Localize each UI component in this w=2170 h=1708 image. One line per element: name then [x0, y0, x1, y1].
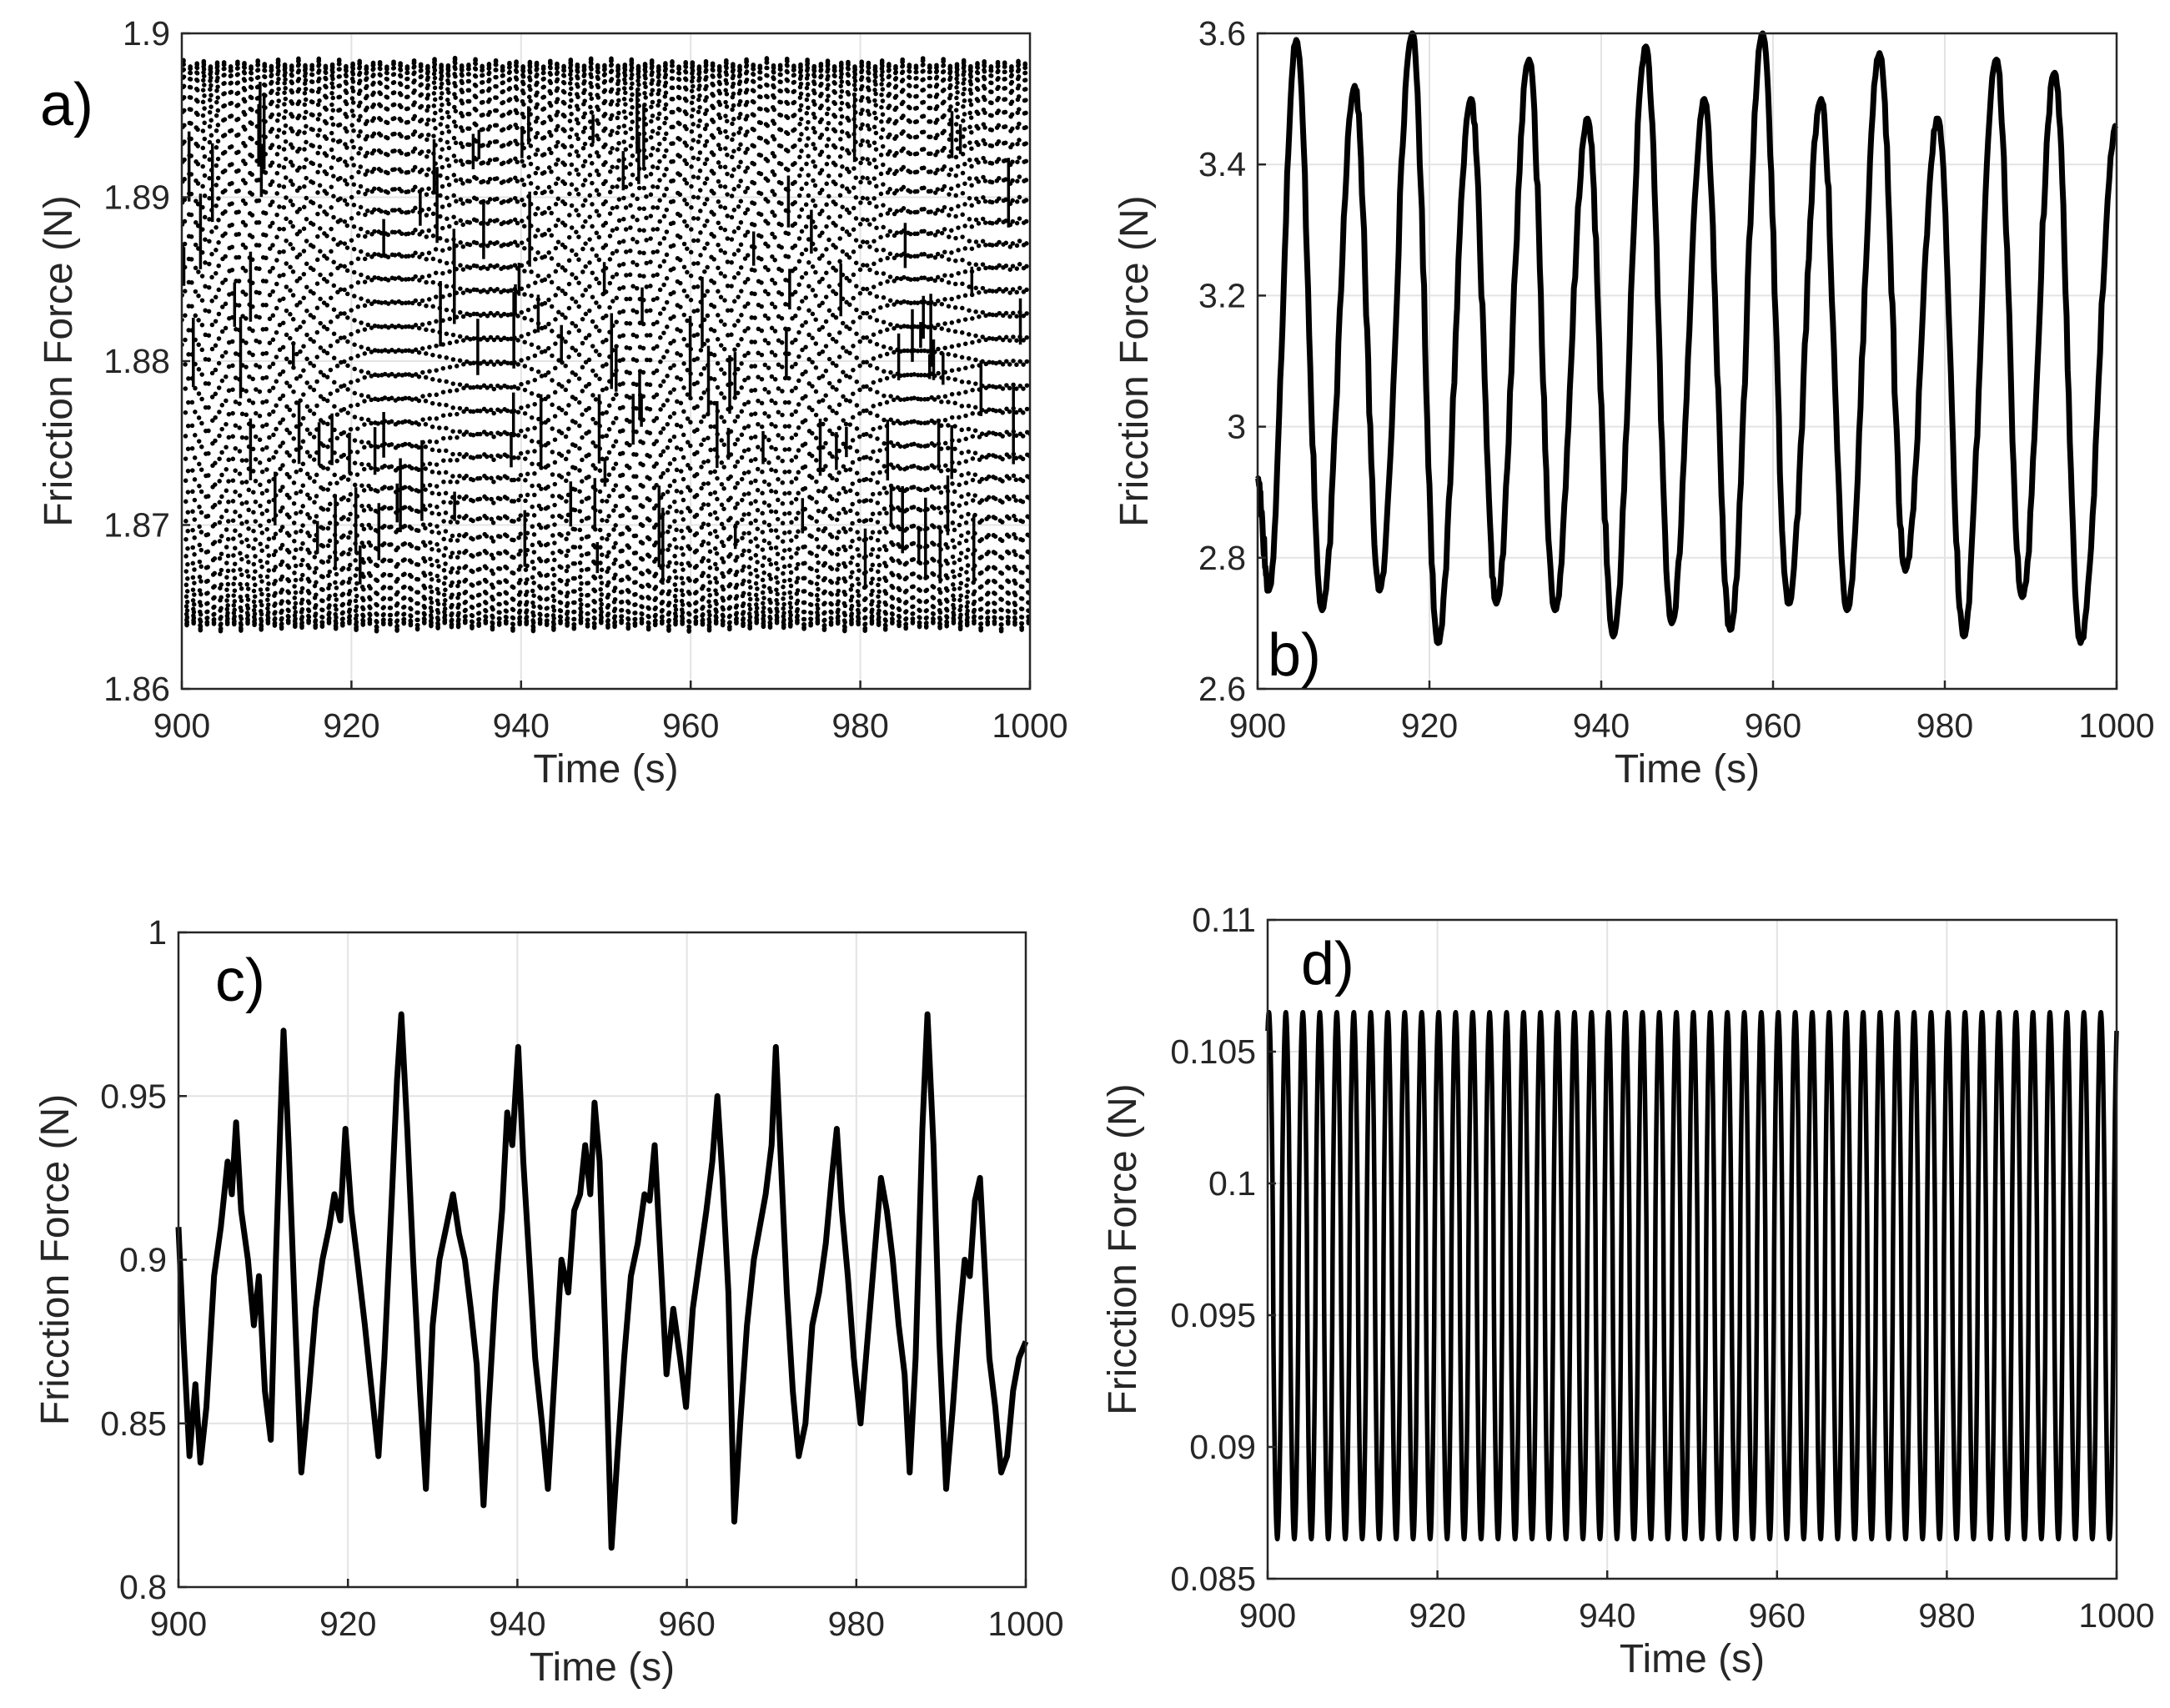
x-axis: 900 920 940 960 980 1000	[153, 681, 1068, 745]
x-tick-label: 960	[658, 1605, 715, 1643]
y-tick-label: 0.1	[1208, 1164, 1256, 1203]
y-tick-label: 0.095	[1170, 1296, 1256, 1334]
x-tick-label: 980	[1918, 1596, 1975, 1635]
x-tick-label: 1000	[992, 706, 1067, 745]
y-tick-label: 2.8	[1198, 539, 1246, 577]
x-tick-label: 900	[1229, 706, 1286, 745]
x-tick-label: 920	[319, 1605, 376, 1643]
series-line	[175, 1011, 1029, 1551]
panel-label: b)	[1268, 622, 1321, 689]
chart-panel-c: 900 920 940 960 980 1000 0.8 0.85 0.9 0.95 1 Time (…	[33, 913, 1064, 1690]
y-tick-label: 2.6	[1198, 670, 1246, 708]
series-d	[1265, 1009, 2119, 1542]
y-tick-label: 0.085	[1170, 1560, 1256, 1598]
x-tick-label: 900	[1239, 1596, 1296, 1635]
y-tick-label: 0.8	[119, 1568, 167, 1606]
y-tick-label: 3.2	[1198, 276, 1246, 314]
x-tick-label: 960	[1745, 706, 1801, 745]
y-tick-label: 0.85	[100, 1404, 167, 1443]
axes-frame	[1266, 918, 2118, 1580]
y-axis: 2.6 2.8 3 3.2 3.4 3.6	[1198, 14, 1266, 708]
x-axis: 900 920 940 960 980 1000	[1239, 1570, 2155, 1635]
x-tick-label: 900	[153, 706, 210, 745]
y-axis: 0.8 0.85 0.9 0.95 1	[100, 913, 187, 1606]
x-tick-label: 940	[1579, 1596, 1635, 1635]
y-axis-label: Fricction Force (N)	[1101, 1083, 1145, 1414]
panel-label: a)	[40, 72, 93, 138]
y-axis: 0.085 0.09 0.095 0.1 0.105 0.11	[1170, 901, 1276, 1598]
chart-panel-b: 900 920 940 960 980 1000 2.6 2.8 3 3.2 3.4 3.6 Time …	[1113, 14, 2155, 791]
grid	[1258, 33, 2117, 689]
y-axis-label: Fricction Force (N)	[1113, 195, 1157, 526]
x-tick-label: 900	[150, 1605, 207, 1643]
panel-label: c)	[215, 947, 265, 1014]
x-tick-label: 940	[493, 706, 550, 745]
series-line	[1255, 30, 2118, 646]
y-tick-label: 1	[148, 913, 167, 952]
x-axis: 900 920 940 960 980 1000	[1229, 681, 2155, 745]
y-tick-label: 3.6	[1198, 14, 1246, 53]
x-tick-label: 920	[1401, 706, 1458, 745]
series-line	[1265, 1009, 2119, 1542]
y-tick-label: 0.9	[119, 1241, 167, 1279]
x-tick-label: 940	[1573, 706, 1630, 745]
y-tick-label: 3	[1227, 408, 1246, 446]
x-tick-label: 940	[489, 1605, 545, 1643]
y-tick-label: 0.95	[100, 1077, 167, 1115]
x-tick-label: 980	[828, 1605, 885, 1643]
x-tick-label: 920	[323, 706, 379, 745]
y-tick-label: 3.4	[1198, 145, 1246, 183]
x-axis-label: Time (s)	[530, 1645, 675, 1690]
x-axis-label: Time (s)	[533, 747, 678, 791]
x-axis-label: Time (s)	[1620, 1637, 1765, 1681]
x-axis-label: Time (s)	[1615, 747, 1760, 791]
x-tick-label: 980	[1916, 706, 1973, 745]
x-tick-label: 980	[831, 706, 888, 745]
series-c	[175, 1011, 1029, 1551]
y-tick-label: 0.09	[1189, 1428, 1256, 1466]
x-tick-label: 1000	[987, 1605, 1063, 1643]
axes-frame	[1256, 32, 2118, 691]
x-tick-label: 960	[1749, 1596, 1806, 1635]
x-tick-label: 960	[662, 706, 719, 745]
y-tick-label: 0.11	[1192, 901, 1256, 939]
y-axis-label: Fricction Force (N)	[33, 1094, 78, 1425]
y-tick-label: 0.105	[1170, 1032, 1256, 1071]
x-tick-label: 1000	[2078, 706, 2154, 745]
y-axis: 1.86 1.87 1.88 1.89 1.9	[103, 14, 190, 708]
x-tick-label: 1000	[2078, 1596, 2154, 1635]
series-b	[1255, 30, 2118, 646]
panel-label: d)	[1301, 931, 1354, 997]
y-tick-label: 1.88	[103, 342, 170, 380]
y-tick-label: 1.89	[103, 178, 170, 217]
y-tick-label: 1.9	[123, 14, 170, 53]
x-tick-label: 920	[1409, 1596, 1465, 1635]
y-tick-label: 1.86	[103, 670, 170, 708]
chart-panel-d: 900 920 940 960 980 1000 0.085 0.09 0.095 0.1 0.10…	[1101, 901, 2155, 1681]
y-axis-label: Fricction Force (N)	[37, 195, 81, 526]
chart-panel-a: 900 920 940 960 980 1000 1.86 1.87 1.88 1.89 1.9 Ti…	[37, 14, 1068, 791]
y-tick-label: 1.87	[103, 506, 170, 545]
x-axis: 900 920 940 960 980 1000	[150, 1579, 1064, 1643]
series-streaks	[182, 82, 1022, 590]
